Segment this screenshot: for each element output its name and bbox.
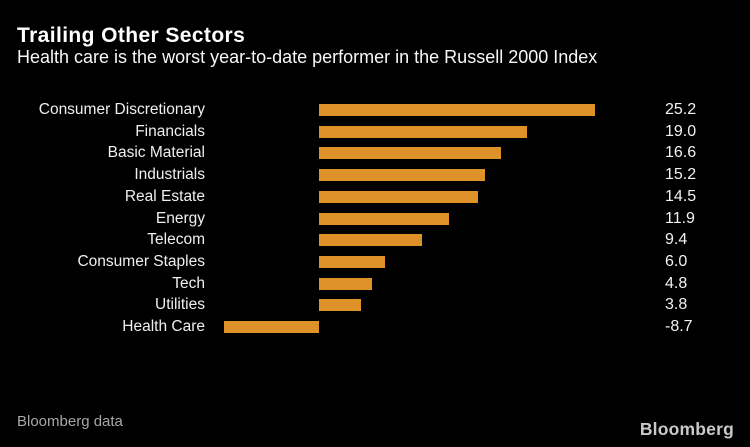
value-label: 14.5: [665, 187, 697, 205]
chart-row: Consumer Staples 6.0: [0, 251, 750, 273]
chart-row: Health Care -8.7: [0, 316, 750, 338]
bar: [319, 104, 595, 116]
value-label: 11.9: [665, 209, 695, 227]
chart-row: Telecom 9.4: [0, 229, 750, 251]
value-label: -8.7: [665, 318, 693, 335]
bar: [319, 212, 449, 225]
chart-row: Real Estate 14.5: [0, 186, 750, 208]
category-label: Real Estate: [124, 187, 205, 205]
bar-track: [205, 316, 660, 338]
category-label: Tech: [172, 274, 205, 292]
category-label: Consumer Staples: [77, 252, 205, 270]
bar-track: [205, 99, 660, 121]
bar-track: [205, 251, 660, 273]
value-label: 19.0: [665, 122, 697, 140]
source-note: Bloomberg data: [17, 413, 123, 430]
bar: [319, 125, 527, 138]
value-label: 15.2: [665, 166, 697, 184]
value-label: 9.4: [665, 231, 688, 249]
category-label: Industrials: [134, 166, 205, 184]
category-label: Utilities: [155, 296, 205, 314]
category-label: Energy: [155, 209, 205, 227]
bar-track: [205, 186, 660, 208]
bar: [319, 169, 485, 182]
bar: [319, 234, 422, 247]
bar-chart-plot-area: Consumer Discretionary 25.2 Financials 19.0…: [0, 99, 750, 339]
chart-row: Industrials 15.2: [0, 164, 750, 186]
category-label: Telecom: [147, 231, 205, 249]
bar-track: [205, 294, 660, 316]
chart-row: Basic Material 16.6: [0, 142, 750, 164]
bar-track: [205, 142, 660, 164]
category-label: Consumer Discretionary: [38, 101, 205, 118]
value-label: 25.2: [665, 101, 697, 118]
bar-track: [205, 273, 660, 295]
bar: [224, 321, 319, 333]
chart-row: Consumer Discretionary 25.2: [0, 99, 750, 121]
bloomberg-logo: Bloomberg: [639, 419, 734, 439]
bar: [319, 277, 372, 290]
chart-subtitle: Health care is the worst year-to-date pe…: [17, 47, 598, 67]
chart-row: Energy 11.9: [0, 208, 750, 230]
value-label: 16.6: [665, 144, 697, 162]
category-label: Health Care: [122, 318, 205, 335]
bar-track: [205, 164, 660, 186]
chart-row: Financials 19.0: [0, 121, 750, 143]
value-label: 6.0: [665, 252, 688, 270]
bar-track: [205, 229, 660, 251]
bar: [319, 147, 501, 160]
value-label: 3.8: [665, 296, 688, 314]
chart-row: Utilities 3.8: [0, 294, 750, 316]
bar: [319, 299, 361, 312]
bar: [319, 190, 478, 203]
value-label: 4.8: [665, 274, 688, 292]
category-label: Basic Material: [107, 144, 205, 162]
bar-track: [205, 121, 660, 143]
category-label: Financials: [135, 122, 205, 140]
chart-title: Trailing Other Sectors: [17, 24, 246, 47]
chart-row: Tech 4.8: [0, 273, 750, 295]
bar: [319, 255, 385, 268]
bar-track: [205, 208, 660, 230]
